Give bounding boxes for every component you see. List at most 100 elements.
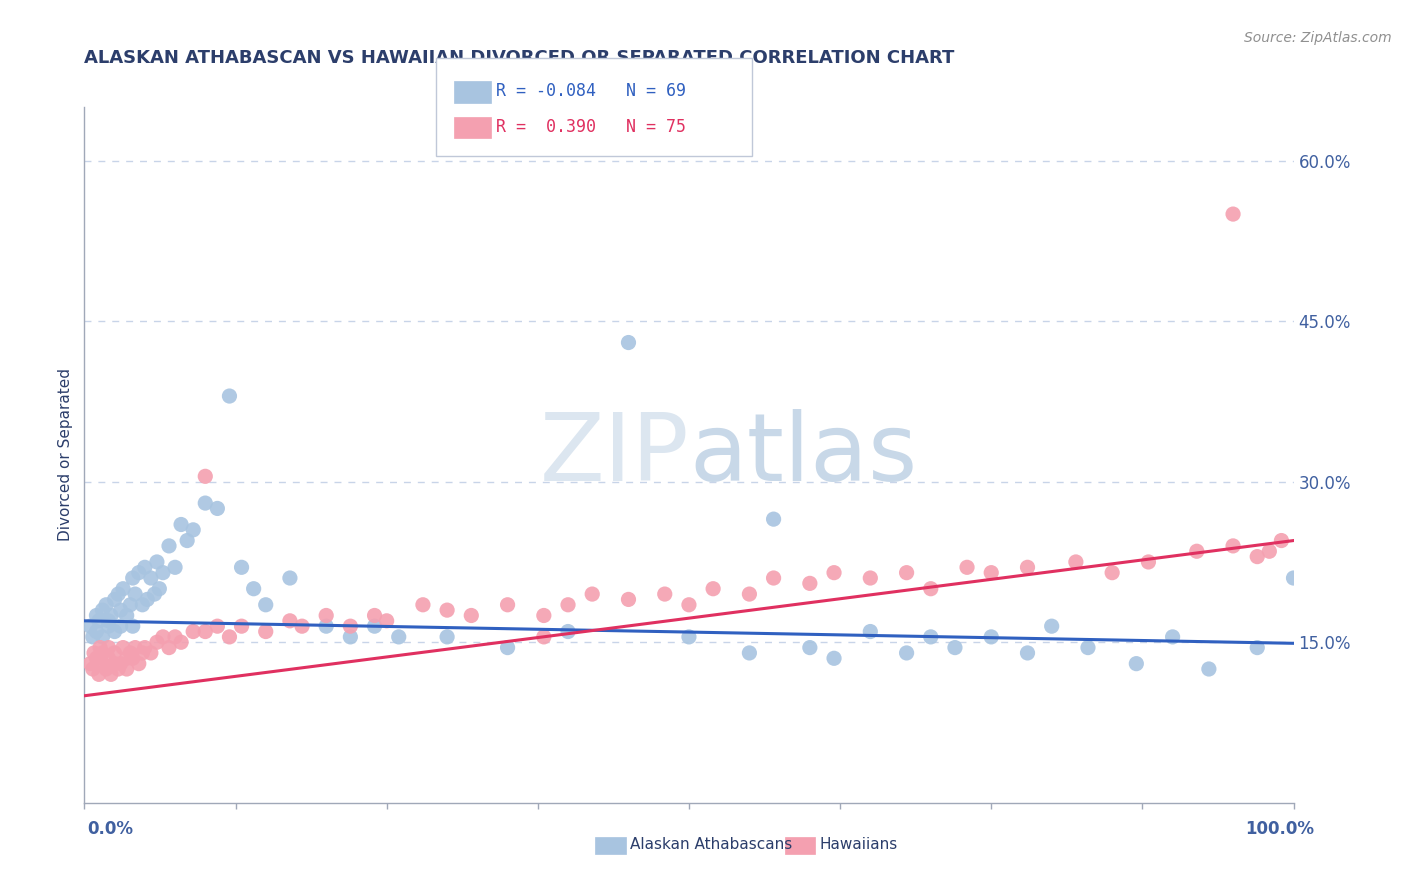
Point <box>83 646 105 660</box>
Text: Hawaiians: Hawaiians <box>820 838 898 852</box>
Point <box>738 646 761 660</box>
Point <box>176 533 198 548</box>
Point <box>97 640 120 655</box>
Point <box>112 640 135 655</box>
Point <box>139 646 162 660</box>
Point <box>278 614 301 628</box>
Point <box>97 651 120 665</box>
Point <box>339 630 361 644</box>
Point <box>436 603 458 617</box>
Point <box>148 582 170 596</box>
Point <box>134 560 156 574</box>
Point <box>581 587 603 601</box>
Point <box>1040 619 1063 633</box>
Point <box>762 512 785 526</box>
Point <box>1246 549 1268 564</box>
Text: ZIP: ZIP <box>540 409 689 501</box>
Point <box>97 614 120 628</box>
Point <box>920 582 942 596</box>
Point <box>163 630 186 644</box>
Point <box>254 624 277 639</box>
Point <box>1161 630 1184 644</box>
Point <box>100 667 122 681</box>
Point <box>146 635 169 649</box>
Point <box>115 651 138 665</box>
Point <box>120 646 142 660</box>
Text: 0.0%: 0.0% <box>87 820 134 838</box>
Point <box>94 662 117 676</box>
Point <box>859 571 882 585</box>
Point <box>104 646 127 660</box>
Point <box>1017 646 1039 660</box>
Point <box>943 640 966 655</box>
Point <box>152 566 174 580</box>
Point <box>107 662 129 676</box>
Point <box>762 571 785 585</box>
Point <box>207 501 229 516</box>
Point <box>823 651 845 665</box>
Point <box>1125 657 1147 671</box>
Point <box>86 624 108 639</box>
Point <box>112 582 135 596</box>
Point <box>1270 533 1292 548</box>
Point <box>152 630 174 644</box>
Y-axis label: Divorced or Separated: Divorced or Separated <box>58 368 73 541</box>
Point <box>823 566 845 580</box>
Point <box>120 598 142 612</box>
Point <box>412 598 434 612</box>
Point <box>896 566 918 580</box>
Point <box>363 619 385 633</box>
Point <box>980 630 1002 644</box>
Point <box>124 640 146 655</box>
Text: 100.0%: 100.0% <box>1246 820 1315 838</box>
Point <box>207 619 229 633</box>
Point <box>617 335 640 350</box>
Point <box>1222 539 1244 553</box>
Point <box>86 651 108 665</box>
Point <box>110 603 132 617</box>
Point <box>460 608 482 623</box>
Point <box>315 619 337 633</box>
Point <box>654 587 676 601</box>
Point <box>1137 555 1160 569</box>
Point <box>134 640 156 655</box>
Point <box>136 592 159 607</box>
Point <box>617 592 640 607</box>
Point <box>254 598 277 612</box>
Point <box>896 646 918 660</box>
Point <box>181 624 204 639</box>
Point <box>91 630 114 644</box>
Point <box>115 608 138 623</box>
Point <box>170 517 193 532</box>
Point <box>557 598 579 612</box>
Point <box>1198 662 1220 676</box>
Point <box>339 619 361 633</box>
Point <box>181 523 204 537</box>
Point <box>131 598 153 612</box>
Point <box>557 624 579 639</box>
Point <box>121 651 143 665</box>
Point <box>89 640 111 655</box>
Point <box>799 576 821 591</box>
Point <box>146 555 169 569</box>
Point <box>231 560 253 574</box>
Point <box>242 582 264 596</box>
Point <box>388 630 411 644</box>
Point <box>1077 640 1099 655</box>
Point <box>157 539 180 553</box>
Point <box>194 469 217 483</box>
Point <box>87 667 110 681</box>
Point <box>436 630 458 644</box>
Point <box>121 619 143 633</box>
Point <box>291 619 314 633</box>
Point <box>702 582 724 596</box>
Point <box>157 640 180 655</box>
Point <box>218 630 240 644</box>
Text: ALASKAN ATHABASCAN VS HAWAIIAN DIVORCED OR SEPARATED CORRELATION CHART: ALASKAN ATHABASCAN VS HAWAIIAN DIVORCED … <box>84 49 955 67</box>
Point <box>163 560 186 574</box>
Point <box>1017 560 1039 574</box>
Point <box>980 566 1002 580</box>
Point <box>87 614 110 628</box>
Point <box>1282 571 1305 585</box>
Point <box>678 630 700 644</box>
